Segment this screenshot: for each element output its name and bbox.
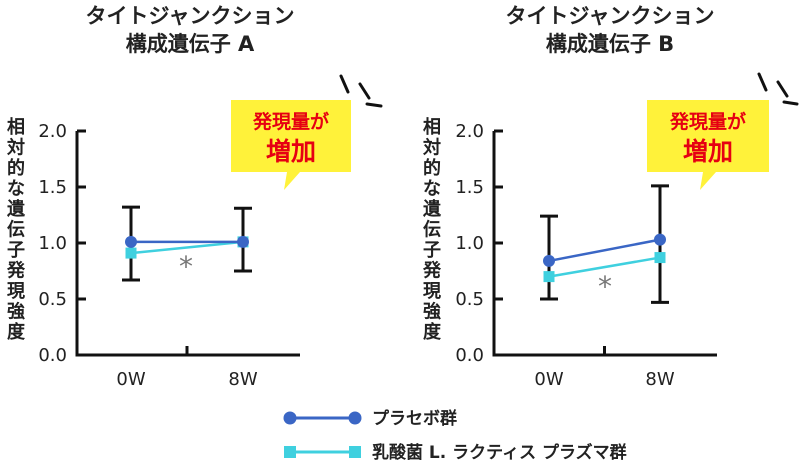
y-axis-label-char: 現 [423, 281, 441, 302]
y-tick-label: 0.0 [38, 345, 67, 366]
y-axis-label-char: 相 [423, 117, 441, 138]
y-axis-label-char: 度 [7, 321, 26, 343]
y-tick-label: 1.0 [38, 233, 67, 254]
y-axis-label-char: 子 [7, 240, 25, 261]
callout-line1: 発現量が [252, 110, 329, 133]
y-tick-label: 0.5 [38, 289, 67, 310]
y-axis-label-char: 相 [7, 117, 25, 138]
y-axis-label-char: 強 [423, 301, 441, 323]
data-point-placebo [543, 254, 555, 267]
legend-marker-treatment [284, 446, 296, 458]
y-axis-label-char: 遺 [423, 198, 442, 220]
callout-bubble [231, 100, 351, 190]
y-axis-label-char: 強 [7, 301, 25, 323]
callout-line2: 増加 [266, 137, 316, 166]
y-axis-label-char: 的 [7, 157, 25, 179]
data-point-treatment [125, 247, 137, 259]
callout-line2: 増加 [683, 137, 733, 166]
series-line-placebo [548, 238, 661, 263]
emphasis-marks-icon [757, 72, 799, 106]
y-axis-label-char: 現 [7, 281, 25, 302]
callout: 発現量が 増加 [647, 72, 799, 190]
y-axis-label-char: 度 [423, 321, 442, 343]
y-axis-label-char: 遺 [7, 198, 26, 220]
callout-line1: 発現量が [669, 110, 746, 133]
legend-marker-treatment [349, 446, 361, 458]
legend-marker-placebo [348, 411, 362, 425]
plot-area: 0.0 0.5 1.0 1.5 2.0 0W 8W * [455, 121, 717, 390]
y-axis-label-char: 対 [6, 137, 25, 159]
x-tick-label: 0W [534, 369, 563, 390]
series-line-treatment [130, 240, 244, 255]
legend-label: 乳酸菌 L. ラクティス プラズマ群 [372, 442, 627, 463]
y-axis-label-char: 発 [6, 260, 26, 282]
legend-marker-placebo [283, 411, 297, 425]
emphasis-marks-icon [339, 74, 383, 108]
y-axis-label-char: 的 [423, 157, 441, 179]
chart-title-line2: 構成遺伝子 B [546, 32, 674, 56]
plot-area: 0.0 0.5 1.0 1.5 2.0 0W 8W * [38, 121, 300, 390]
data-point-treatment [543, 271, 555, 283]
legend-label: プラセボ群 [372, 408, 457, 429]
y-tick-label: 1.5 [38, 177, 67, 198]
significance-marker: * [179, 250, 193, 283]
callout: 発現量が 増加 [231, 74, 383, 190]
y-axis-label-char: 伝 [7, 219, 25, 241]
y-axis-label-char: 子 [423, 240, 441, 261]
y-tick-label: 2.0 [455, 121, 484, 142]
y-tick-label: 0.5 [455, 289, 484, 310]
data-point-treatment [654, 252, 666, 264]
x-tick-label: 0W [116, 369, 145, 390]
y-axis-label-char: な [7, 179, 25, 200]
y-axis-label-char: 伝 [423, 219, 441, 241]
x-tick-label: 8W [228, 369, 257, 390]
chart-title-line2: 構成遺伝子 A [126, 32, 255, 56]
callout-bubble [647, 100, 769, 190]
series-line-treatment [548, 256, 661, 278]
y-tick-label: 1.5 [455, 177, 484, 198]
y-axis-label-char: な [423, 179, 441, 200]
data-point-placebo [125, 235, 137, 248]
chart-title-line1: タイトジャンクション [506, 4, 715, 28]
chart-title-line1: タイトジャンクション [86, 4, 295, 28]
significance-marker: * [598, 270, 612, 303]
y-tick-label: 2.0 [38, 121, 67, 142]
y-axis-label-char: 対 [422, 137, 441, 159]
y-tick-label: 0.0 [455, 345, 484, 366]
data-point-placebo [237, 235, 249, 248]
y-tick-label: 1.0 [455, 233, 484, 254]
y-axis-label-char: 発 [422, 260, 442, 282]
data-point-placebo [654, 233, 666, 246]
x-tick-label: 8W [645, 369, 674, 390]
